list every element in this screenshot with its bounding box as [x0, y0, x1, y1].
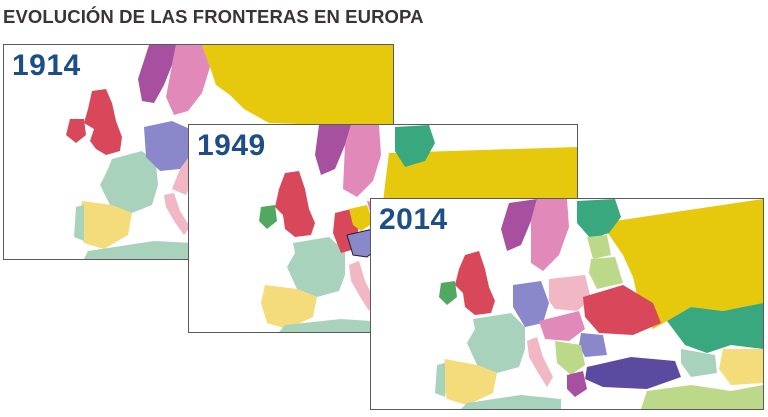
- region-ireland: [259, 205, 277, 229]
- region-italy: [527, 337, 553, 387]
- region-ireland: [66, 119, 86, 143]
- region-portugal: [435, 363, 445, 397]
- map-1914: [66, 45, 393, 259]
- region-norway: [501, 199, 537, 251]
- region-belarus: [589, 257, 623, 289]
- region-norway: [315, 125, 351, 175]
- region-sweden: [343, 125, 381, 197]
- region-united-kingdom: [275, 171, 315, 237]
- region-spain: [261, 285, 317, 329]
- region-france: [287, 237, 345, 297]
- region-ukraine: [583, 285, 661, 335]
- region-north-africa: [84, 241, 193, 259]
- region-poland: [549, 275, 591, 311]
- region-germany: [513, 281, 549, 327]
- region-italy: [349, 261, 375, 311]
- region-turkey: [585, 357, 681, 389]
- region-central-asia: [719, 349, 763, 385]
- region-spain: [78, 201, 132, 249]
- region-sweden: [166, 45, 210, 115]
- region-united-kingdom: [455, 251, 495, 315]
- map-year-label: 1949: [197, 129, 266, 162]
- region-central-europe: [539, 311, 585, 341]
- region-romania: [579, 333, 607, 357]
- region-portugal: [74, 205, 84, 241]
- map-2014-panel: 2014: [370, 198, 764, 410]
- region-greece: [567, 371, 587, 397]
- region-north-africa: [279, 319, 371, 332]
- region-middle-east: [641, 385, 763, 409]
- map-2014: [435, 199, 763, 409]
- region-east-germany: [349, 205, 373, 231]
- page-title: EVOLUCIÓN DE LAS FRONTERAS EN EUROPA: [3, 6, 424, 27]
- region-spain: [441, 359, 497, 405]
- region-kazakhstan: [667, 303, 763, 353]
- region-north-africa: [461, 395, 561, 409]
- region-finland: [577, 199, 621, 239]
- region-sweden: [531, 199, 569, 271]
- map-year-label: 1914: [12, 49, 81, 82]
- region-italy: [164, 193, 190, 235]
- region-france: [100, 151, 158, 213]
- region-france: [467, 313, 525, 373]
- map-1914-panel: 1914: [3, 44, 394, 260]
- region-caucasus: [681, 349, 717, 377]
- region-finland: [395, 125, 435, 167]
- region-german-empire: [144, 121, 192, 171]
- region-norway: [138, 45, 176, 103]
- region-ireland: [439, 281, 457, 305]
- region-russian-empire: [202, 45, 393, 127]
- region-united-kingdom: [84, 89, 122, 155]
- map-year-label: 2014: [379, 203, 448, 236]
- region-balkans: [555, 341, 585, 375]
- region-baltics: [587, 235, 611, 259]
